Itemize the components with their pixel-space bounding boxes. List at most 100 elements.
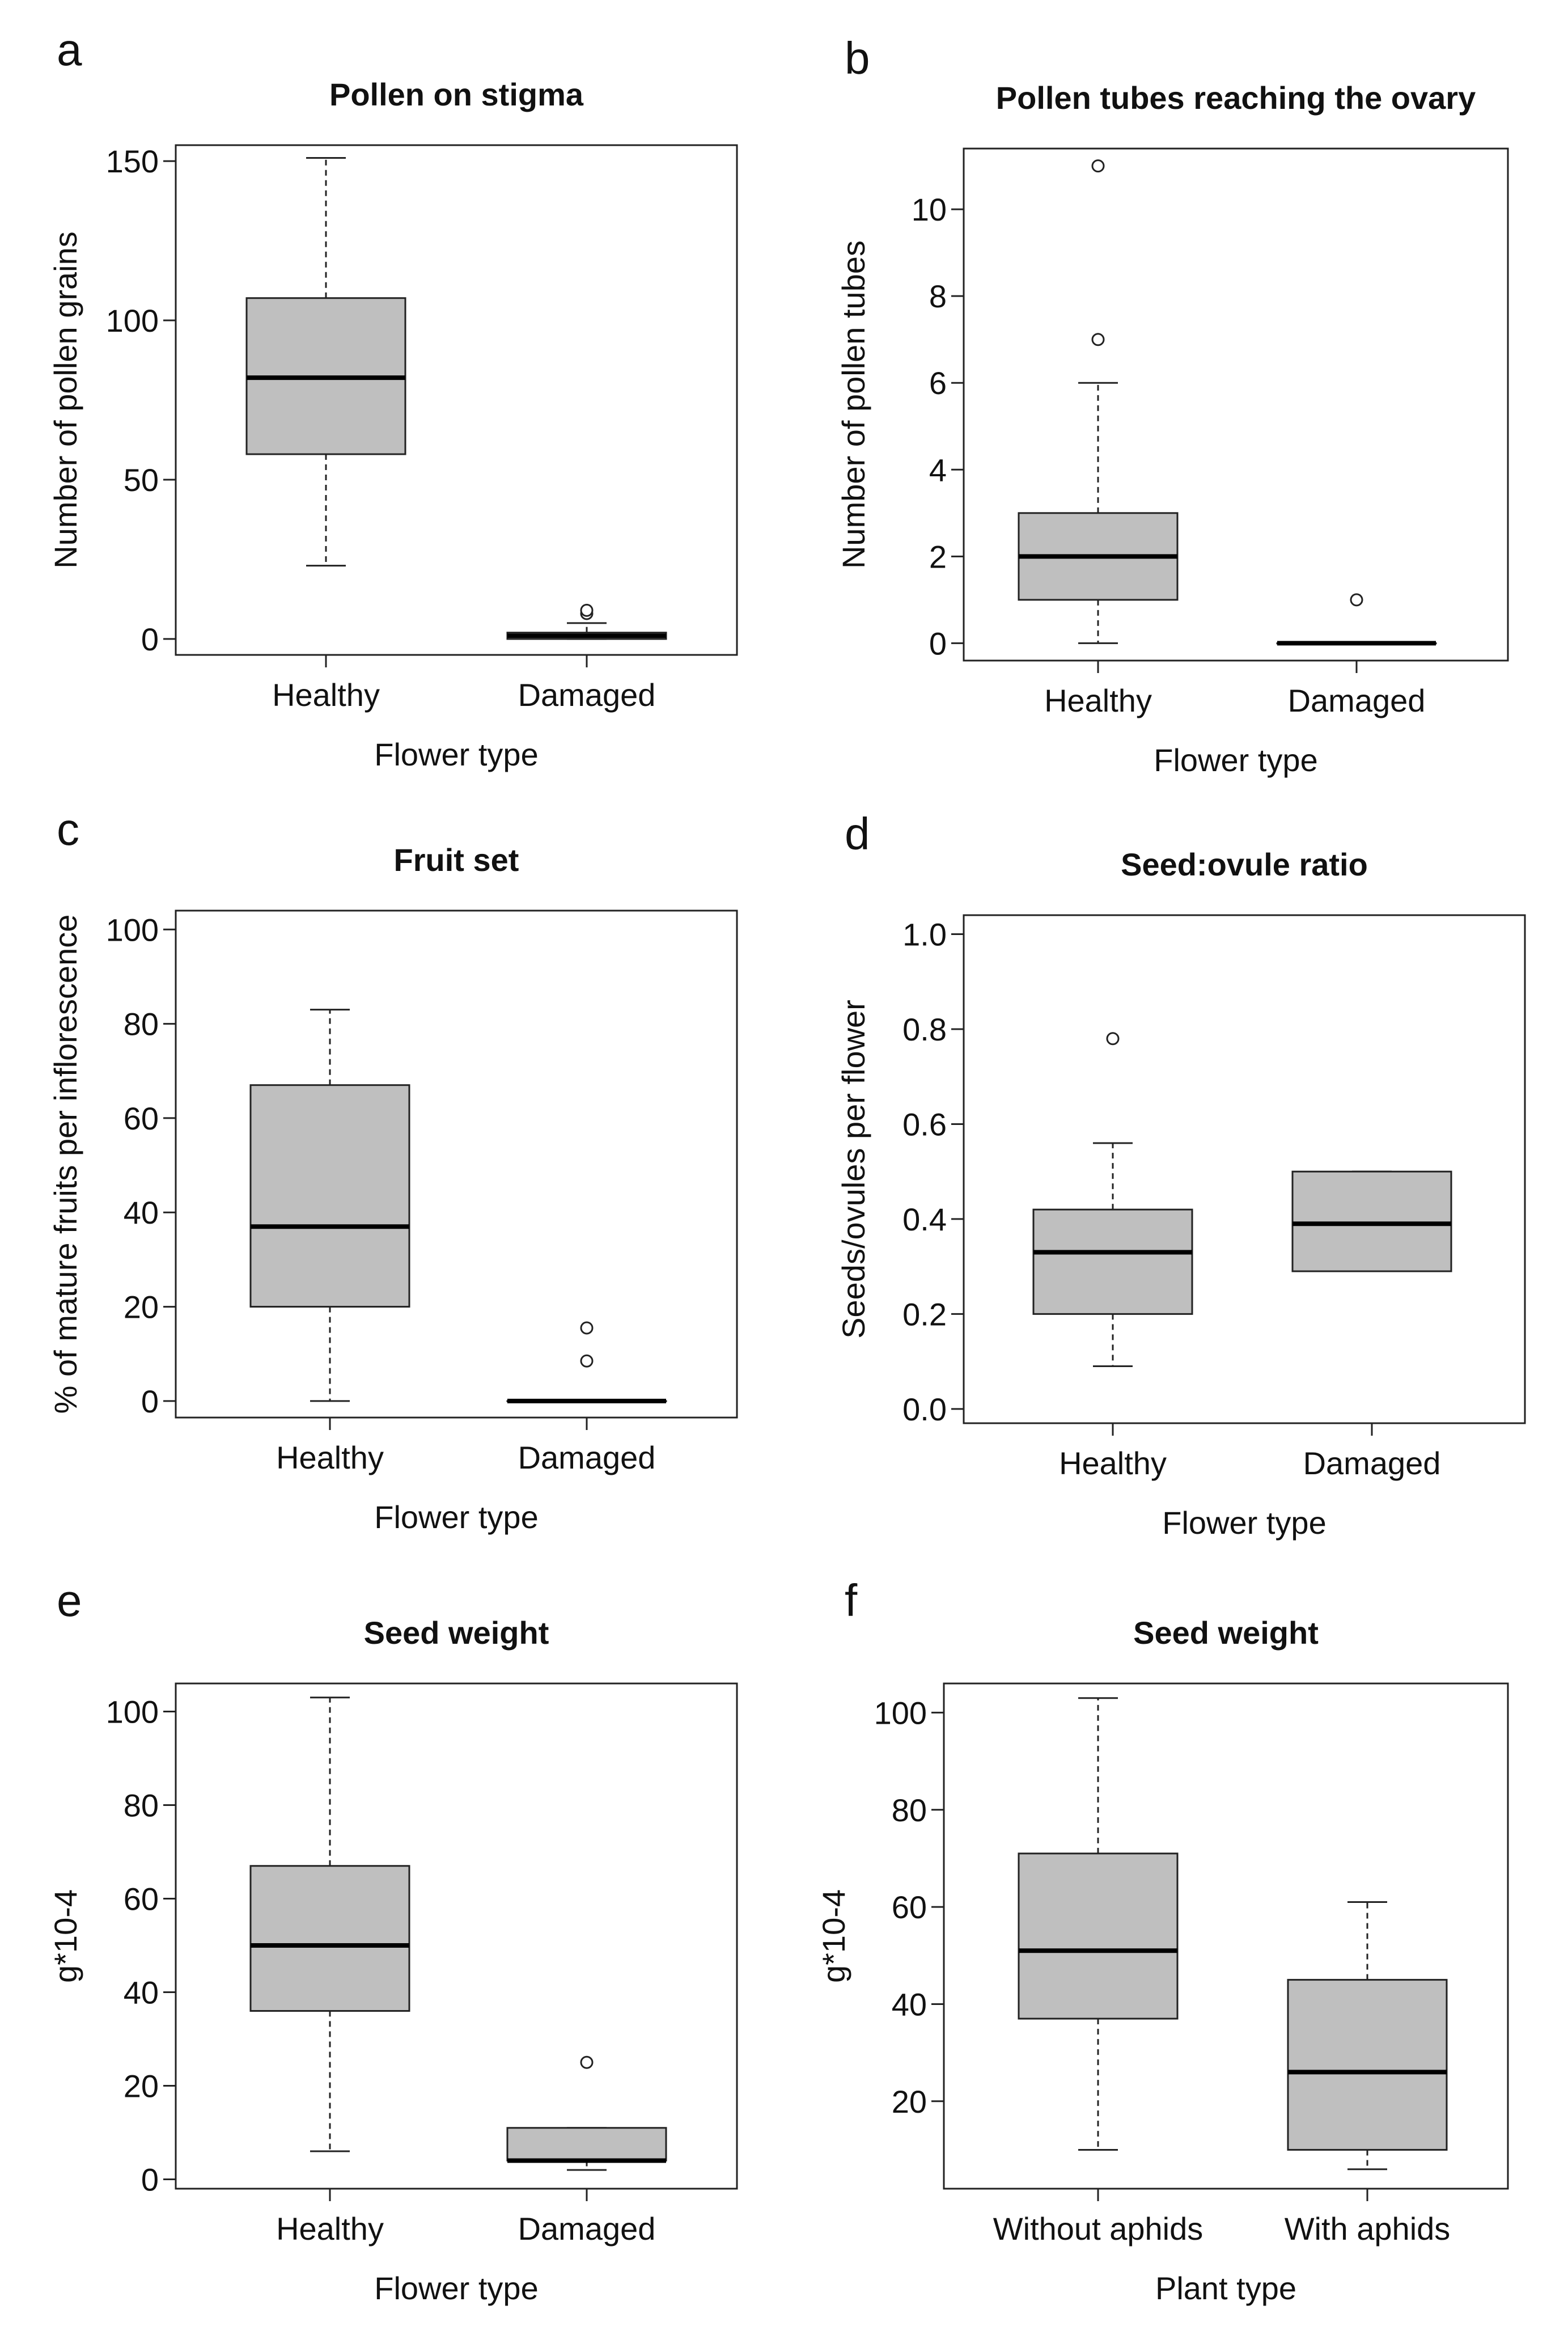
y-tick-label: 0 (141, 1384, 159, 1419)
outlier-point (1091, 159, 1105, 173)
chart-title: Pollen tubes reaching the ovary (996, 80, 1476, 116)
x-tick-label: Healthy (276, 2211, 384, 2247)
y-tick-label: 0.4 (902, 1202, 947, 1237)
y-axis-label: % of mature fruits per inflorescence (48, 915, 83, 1414)
panel-letter: f (845, 1575, 858, 1626)
x-tick-label: Damaged (1288, 683, 1426, 718)
interquartile-box (1018, 1852, 1179, 2020)
panel-d: d Seed:ovule ratio 0.0 0.2 0.4 0.6 0.8 1.0 Healt… (836, 809, 1526, 1541)
x-tick-label: Damaged (518, 677, 656, 713)
y-tick-label: 40 (124, 1195, 159, 1230)
y-tick-label: 150 (106, 143, 159, 179)
box-without-aphids (1018, 1697, 1179, 2151)
panel-a: a Pollen on stigma 0 50 100 150 Healthy Damaged… (48, 24, 738, 772)
x-tick-label: Healthy (276, 1440, 384, 1475)
x-axis-label: Flower type (1154, 742, 1317, 778)
y-tick-label: 60 (124, 1881, 159, 1917)
plot-frame (963, 147, 1509, 662)
interquartile-box (249, 1865, 410, 2012)
y-tick-label: 8 (929, 278, 947, 314)
x-axis-label: Plant type (1155, 2270, 1296, 2306)
box-healthy (1018, 159, 1179, 644)
interquartile-box (1287, 1979, 1448, 2151)
y-tick-label: 4 (929, 452, 947, 488)
x-tick-label: With aphids (1285, 2211, 1451, 2247)
y-tick-label: 2 (929, 539, 947, 574)
y-axis-label: g*10-4 (816, 1889, 851, 1983)
chart-title: Seed:ovule ratio (1121, 847, 1368, 882)
y-axis-label: Number of pollen tubes (836, 240, 871, 569)
chart-title: Seed weight (1133, 1615, 1319, 1651)
y-tick-label: 20 (124, 2068, 159, 2104)
y-tick-label: 0 (929, 625, 947, 661)
outlier-point (580, 1354, 594, 1368)
x-tick-label: Damaged (518, 1440, 656, 1475)
y-tick-label: 0.2 (902, 1296, 947, 1332)
x-tick-label: Damaged (1303, 1445, 1441, 1481)
y-tick-label: 100 (106, 912, 159, 947)
y-tick-label: 40 (892, 1986, 927, 2022)
outlier-point (580, 2055, 594, 2069)
y-tick-label: 80 (124, 1006, 159, 1042)
outlier-point (1106, 1032, 1120, 1046)
y-tick-label: 0 (141, 621, 159, 657)
box-damaged (506, 603, 667, 640)
y-tick-label: 10 (912, 192, 947, 227)
panel-e: e Seed weight 0 20 40 60 80 100 Healthy Damaged Fl… (48, 1575, 738, 2306)
y-tick-label: 0.8 (902, 1012, 947, 1047)
panel-letter: a (57, 24, 82, 75)
y-tick-label: 0.6 (902, 1106, 947, 1142)
chart-title: Seed weight (364, 1615, 549, 1651)
y-tick-label: 40 (124, 1975, 159, 2011)
x-tick-label: Damaged (518, 2211, 656, 2247)
interquartile-box (1291, 1170, 1452, 1272)
plot-frame (943, 1682, 1509, 2190)
box-healthy (249, 1009, 410, 1402)
box-with-aphids (1287, 1901, 1448, 2171)
plot-frame (175, 909, 738, 1419)
y-tick-label: 0.0 (902, 1391, 947, 1427)
y-tick-label: 1.0 (902, 916, 947, 952)
x-axis-label: Flower type (374, 1499, 538, 1535)
y-tick-label: 80 (892, 1792, 927, 1828)
chart-title: Pollen on stigma (329, 77, 584, 112)
box-healthy (245, 156, 406, 567)
y-tick-label: 6 (929, 365, 947, 401)
x-axis-label: Flower type (374, 737, 538, 772)
y-tick-label: 60 (124, 1101, 159, 1136)
y-tick-label: 20 (124, 1289, 159, 1325)
y-tick-label: 100 (106, 303, 159, 339)
plot-frame (963, 914, 1526, 1424)
y-axis-label: Number of pollen grains (48, 231, 83, 569)
box-healthy (1032, 1032, 1193, 1368)
panel-f: f Seed weight 20 40 60 80 100 Without aphids Wit… (816, 1575, 1509, 2306)
y-axis-label: g*10-4 (48, 1889, 83, 1983)
x-tick-label: Healthy (272, 677, 380, 713)
y-tick-label: 80 (124, 1788, 159, 1824)
outlier-point (580, 603, 594, 617)
outlier-point (1350, 593, 1363, 607)
x-tick-label: Without aphids (993, 2211, 1203, 2247)
interquartile-box (249, 1084, 410, 1308)
y-tick-label: 100 (874, 1695, 927, 1731)
box-healthy (249, 1697, 410, 2152)
box-damaged (1291, 1170, 1452, 1272)
y-tick-label: 100 (106, 1694, 159, 1730)
outlier-point (1091, 333, 1105, 346)
panel-letter: b (845, 33, 870, 83)
y-tick-label: 0 (141, 2162, 159, 2198)
box-damaged (506, 1321, 667, 1403)
x-tick-label: Healthy (1059, 1445, 1167, 1481)
panel-letter: e (57, 1575, 82, 1626)
panel-b: b Pollen tubes reaching the ovary 0 2 4 6 8 10 H… (836, 33, 1509, 778)
box-damaged (1276, 593, 1437, 646)
interquartile-box (506, 2127, 667, 2161)
outlier-point (580, 1321, 594, 1335)
x-tick-label: Healthy (1044, 683, 1152, 718)
interquartile-box (1032, 1208, 1193, 1315)
y-tick-label: 20 (892, 2084, 927, 2120)
x-axis-label: Flower type (1162, 1505, 1326, 1541)
y-tick-label: 60 (892, 1889, 927, 1925)
box-damaged (506, 2055, 667, 2171)
